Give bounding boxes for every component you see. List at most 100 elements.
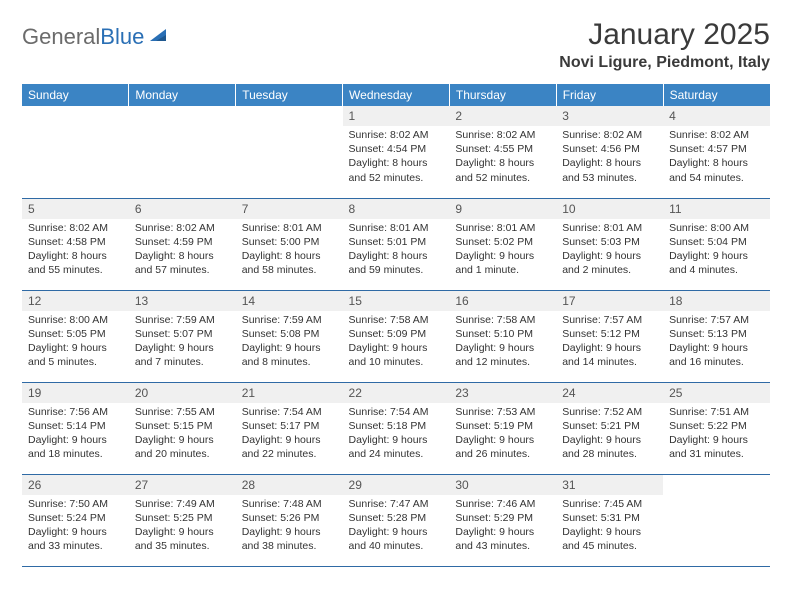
calendar-day-cell: 17Sunrise: 7:57 AMSunset: 5:12 PMDayligh… [556,290,663,382]
calendar-day-cell: 21Sunrise: 7:54 AMSunset: 5:17 PMDayligh… [236,382,343,474]
sunset-line: Sunset: 5:25 PM [135,511,230,525]
daylight-line: Daylight: 9 hours and 40 minutes. [349,525,444,553]
sunrise-line: Sunrise: 7:45 AM [562,497,657,511]
daylight-line: Daylight: 9 hours and 8 minutes. [242,341,337,369]
daylight-line: Daylight: 9 hours and 16 minutes. [669,341,764,369]
day-info: Sunrise: 7:52 AMSunset: 5:21 PMDaylight:… [556,403,663,466]
day-number: 24 [556,383,663,403]
day-number: 8 [343,199,450,219]
sunrise-line: Sunrise: 8:02 AM [669,128,764,142]
sunset-line: Sunset: 4:54 PM [349,142,444,156]
calendar-body: 1Sunrise: 8:02 AMSunset: 4:54 PMDaylight… [22,106,770,566]
daylight-line: Daylight: 8 hours and 55 minutes. [28,249,123,277]
day-info: Sunrise: 7:46 AMSunset: 5:29 PMDaylight:… [449,495,556,558]
sunset-line: Sunset: 4:57 PM [669,142,764,156]
day-number: 31 [556,475,663,495]
sunrise-line: Sunrise: 7:57 AM [562,313,657,327]
day-number: 26 [22,475,129,495]
daylight-line: Daylight: 8 hours and 54 minutes. [669,156,764,184]
daylight-line: Daylight: 8 hours and 52 minutes. [455,156,550,184]
sunset-line: Sunset: 5:12 PM [562,327,657,341]
brand-word-2: Blue [100,24,144,49]
sunrise-line: Sunrise: 8:02 AM [135,221,230,235]
sunset-line: Sunset: 5:08 PM [242,327,337,341]
sunrise-line: Sunrise: 8:00 AM [28,313,123,327]
calendar-day-cell: 20Sunrise: 7:55 AMSunset: 5:15 PMDayligh… [129,382,236,474]
daylight-line: Daylight: 9 hours and 26 minutes. [455,433,550,461]
calendar-week-row: 19Sunrise: 7:56 AMSunset: 5:14 PMDayligh… [22,382,770,474]
day-info: Sunrise: 8:00 AMSunset: 5:05 PMDaylight:… [22,311,129,374]
calendar-day-cell: 2Sunrise: 8:02 AMSunset: 4:55 PMDaylight… [449,106,556,198]
sunset-line: Sunset: 5:19 PM [455,419,550,433]
daylight-line: Daylight: 9 hours and 31 minutes. [669,433,764,461]
sunset-line: Sunset: 4:55 PM [455,142,550,156]
daylight-line: Daylight: 9 hours and 35 minutes. [135,525,230,553]
daylight-line: Daylight: 9 hours and 12 minutes. [455,341,550,369]
day-info: Sunrise: 8:02 AMSunset: 4:57 PMDaylight:… [663,126,770,189]
sunset-line: Sunset: 5:17 PM [242,419,337,433]
day-info: Sunrise: 7:48 AMSunset: 5:26 PMDaylight:… [236,495,343,558]
day-number: 7 [236,199,343,219]
day-info: Sunrise: 7:50 AMSunset: 5:24 PMDaylight:… [22,495,129,558]
day-info: Sunrise: 8:02 AMSunset: 4:54 PMDaylight:… [343,126,450,189]
day-info: Sunrise: 7:58 AMSunset: 5:09 PMDaylight:… [343,311,450,374]
day-number: 30 [449,475,556,495]
day-number: 15 [343,291,450,311]
calendar-empty-cell [129,106,236,198]
day-number: 29 [343,475,450,495]
day-info: Sunrise: 7:47 AMSunset: 5:28 PMDaylight:… [343,495,450,558]
day-info: Sunrise: 8:01 AMSunset: 5:02 PMDaylight:… [449,219,556,282]
daylight-line: Daylight: 9 hours and 14 minutes. [562,341,657,369]
sunset-line: Sunset: 5:31 PM [562,511,657,525]
day-number: 4 [663,106,770,126]
day-info: Sunrise: 7:54 AMSunset: 5:18 PMDaylight:… [343,403,450,466]
brand-name: GeneralBlue [22,24,144,50]
day-info: Sunrise: 8:02 AMSunset: 4:58 PMDaylight:… [22,219,129,282]
sunrise-line: Sunrise: 7:51 AM [669,405,764,419]
weekday-header: Wednesday [343,84,450,106]
sunset-line: Sunset: 5:10 PM [455,327,550,341]
sunrise-line: Sunrise: 7:48 AM [242,497,337,511]
sunrise-line: Sunrise: 8:01 AM [455,221,550,235]
day-number: 16 [449,291,556,311]
day-number: 20 [129,383,236,403]
calendar-day-cell: 7Sunrise: 8:01 AMSunset: 5:00 PMDaylight… [236,198,343,290]
sunrise-line: Sunrise: 7:59 AM [242,313,337,327]
day-info: Sunrise: 7:49 AMSunset: 5:25 PMDaylight:… [129,495,236,558]
daylight-line: Daylight: 8 hours and 59 minutes. [349,249,444,277]
brand-logo: GeneralBlue [22,18,168,50]
day-info: Sunrise: 8:01 AMSunset: 5:00 PMDaylight:… [236,219,343,282]
sunrise-line: Sunrise: 8:00 AM [669,221,764,235]
calendar-day-cell: 18Sunrise: 7:57 AMSunset: 5:13 PMDayligh… [663,290,770,382]
day-number: 6 [129,199,236,219]
day-info: Sunrise: 8:01 AMSunset: 5:03 PMDaylight:… [556,219,663,282]
calendar-day-cell: 22Sunrise: 7:54 AMSunset: 5:18 PMDayligh… [343,382,450,474]
calendar-day-cell: 27Sunrise: 7:49 AMSunset: 5:25 PMDayligh… [129,474,236,566]
calendar-day-cell: 5Sunrise: 8:02 AMSunset: 4:58 PMDaylight… [22,198,129,290]
sunset-line: Sunset: 5:28 PM [349,511,444,525]
day-number: 14 [236,291,343,311]
sunrise-line: Sunrise: 7:58 AM [455,313,550,327]
daylight-line: Daylight: 9 hours and 33 minutes. [28,525,123,553]
daylight-line: Daylight: 9 hours and 24 minutes. [349,433,444,461]
calendar-day-cell: 31Sunrise: 7:45 AMSunset: 5:31 PMDayligh… [556,474,663,566]
calendar-empty-cell [22,106,129,198]
calendar-week-row: 5Sunrise: 8:02 AMSunset: 4:58 PMDaylight… [22,198,770,290]
sunset-line: Sunset: 4:59 PM [135,235,230,249]
sunset-line: Sunset: 5:01 PM [349,235,444,249]
day-info: Sunrise: 7:57 AMSunset: 5:13 PMDaylight:… [663,311,770,374]
sunrise-line: Sunrise: 8:02 AM [562,128,657,142]
day-info: Sunrise: 8:02 AMSunset: 4:59 PMDaylight:… [129,219,236,282]
daylight-line: Daylight: 9 hours and 20 minutes. [135,433,230,461]
daylight-line: Daylight: 8 hours and 52 minutes. [349,156,444,184]
weekday-header: Tuesday [236,84,343,106]
daylight-line: Daylight: 9 hours and 4 minutes. [669,249,764,277]
calendar-day-cell: 10Sunrise: 8:01 AMSunset: 5:03 PMDayligh… [556,198,663,290]
sunrise-line: Sunrise: 8:01 AM [242,221,337,235]
daylight-line: Daylight: 9 hours and 43 minutes. [455,525,550,553]
daylight-line: Daylight: 9 hours and 7 minutes. [135,341,230,369]
calendar-day-cell: 26Sunrise: 7:50 AMSunset: 5:24 PMDayligh… [22,474,129,566]
calendar-empty-cell [236,106,343,198]
daylight-line: Daylight: 9 hours and 1 minute. [455,249,550,277]
sunset-line: Sunset: 4:56 PM [562,142,657,156]
